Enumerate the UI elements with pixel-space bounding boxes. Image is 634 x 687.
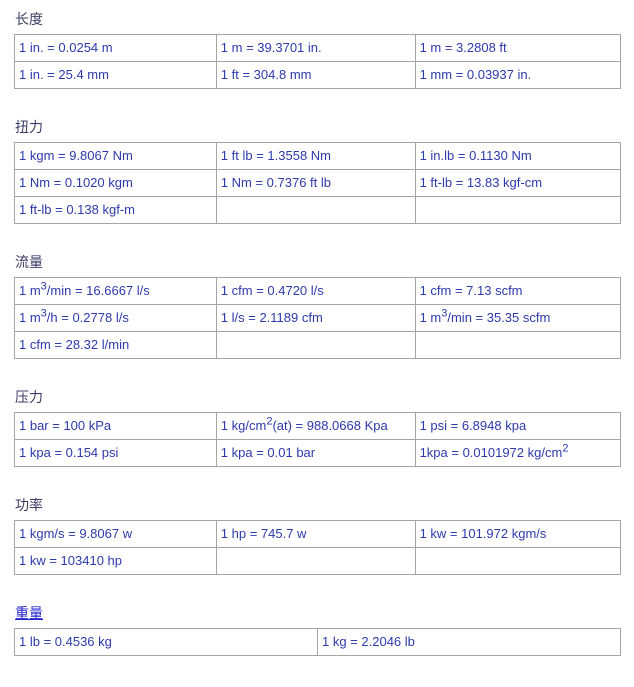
section-title-power: 功率 bbox=[15, 497, 43, 513]
conversion-cell: 1 mm = 0.03937 in. bbox=[414, 61, 622, 89]
conversion-cell: 1 cfm = 7.13 scfm bbox=[414, 277, 622, 305]
section-flow: 流量 1 m3/min = 16.6667 l/s 1 cfm = 0.4720 l… bbox=[14, 254, 622, 359]
conversion-cell: 1 ft = 304.8 mm bbox=[215, 61, 416, 89]
table-row: 1 kpa = 0.154 psi 1 kpa = 0.01 bar 1kpa = … bbox=[14, 439, 622, 467]
conversion-cell: 1 in. = 25.4 mm bbox=[14, 61, 217, 89]
conversion-cell: 1 psi = 6.8948 kpa bbox=[414, 412, 622, 440]
section-title-flow: 流量 bbox=[15, 254, 43, 270]
empty-cell bbox=[215, 196, 416, 224]
flow-table: 1 m3/min = 16.6667 l/s 1 cfm = 0.4720 l/s… bbox=[14, 277, 622, 359]
conversion-cell: 1 cfm = 28.32 l/min bbox=[14, 331, 217, 359]
table-row: 1 m3/h = 0.2778 l/s 1 l/s = 2.1189 cfm 1 m… bbox=[14, 304, 622, 332]
conversion-cell: 1 kgm/s = 9.8067 w bbox=[14, 520, 217, 548]
section-pressure: 压力 1 bar = 100 kPa 1 kg/cm2(at) = 988.0668… bbox=[14, 389, 622, 467]
conversion-cell: 1 m = 39.3701 in. bbox=[215, 34, 416, 62]
section-title-weight[interactable]: 重量 bbox=[15, 605, 43, 621]
empty-cell bbox=[414, 196, 622, 224]
conversion-cell: 1 m3/h = 0.2778 l/s bbox=[14, 304, 217, 332]
conversion-cell: 1 kw = 101.972 kgm/s bbox=[414, 520, 622, 548]
conversion-cell: 1 in.lb = 0.1130 Nm bbox=[414, 142, 622, 170]
empty-cell bbox=[215, 547, 416, 575]
conversion-cell: 1 Nm = 0.7376 ft lb bbox=[215, 169, 416, 197]
conversion-cell: 1 hp = 745.7 w bbox=[215, 520, 416, 548]
empty-cell bbox=[215, 331, 416, 359]
conversion-cell: 1 kg = 2.2046 lb bbox=[317, 628, 621, 656]
table-row: 1 in. = 25.4 mm 1 ft = 304.8 mm 1 mm = 0.0… bbox=[14, 61, 622, 89]
table-row: 1 Nm = 0.1020 kgm 1 Nm = 0.7376 ft lb 1 ft… bbox=[14, 169, 622, 197]
table-row: 1 bar = 100 kPa 1 kg/cm2(at) = 988.0668 K… bbox=[14, 412, 622, 440]
conversion-cell: 1 kpa = 0.01 bar bbox=[215, 439, 416, 467]
empty-cell bbox=[414, 331, 622, 359]
conversion-cell: 1 lb = 0.4536 kg bbox=[14, 628, 318, 656]
conversion-cell: 1 l/s = 2.1189 cfm bbox=[215, 304, 416, 332]
conversion-cell: 1 kgm = 9.8067 Nm bbox=[14, 142, 217, 170]
conversion-cell: 1 ft-lb = 0.138 kgf-m bbox=[14, 196, 217, 224]
conversion-cell: 1 m3/min = 35.35 scfm bbox=[414, 304, 622, 332]
table-row: 1 cfm = 28.32 l/min bbox=[14, 331, 622, 359]
weight-table: 1 lb = 0.4536 kg 1 kg = 2.2046 lb bbox=[14, 628, 621, 656]
conversion-cell: 1 kpa = 0.154 psi bbox=[14, 439, 217, 467]
section-title-torque: 扭力 bbox=[15, 119, 43, 135]
conversion-cell: 1 m3/min = 16.6667 l/s bbox=[14, 277, 217, 305]
conversion-cell: 1 in. = 0.0254 m bbox=[14, 34, 217, 62]
pressure-table: 1 bar = 100 kPa 1 kg/cm2(at) = 988.0668 K… bbox=[14, 412, 622, 467]
section-title-length: 长度 bbox=[15, 11, 43, 27]
conversion-cell: 1 ft-lb = 13.83 kgf-cm bbox=[414, 169, 622, 197]
conversion-cell: 1 kg/cm2(at) = 988.0668 Kpa bbox=[215, 412, 416, 440]
conversion-cell: 1kpa = 0.0101972 kg/cm2 bbox=[414, 439, 622, 467]
table-row: 1 lb = 0.4536 kg 1 kg = 2.2046 lb bbox=[14, 628, 621, 656]
conversion-cell: 1 cfm = 0.4720 l/s bbox=[215, 277, 416, 305]
empty-cell bbox=[414, 547, 622, 575]
table-row: 1 kw = 103410 hp bbox=[14, 547, 622, 575]
table-row: 1 m3/min = 16.6667 l/s 1 cfm = 0.4720 l/s… bbox=[14, 277, 622, 305]
section-torque: 扭力 1 kgm = 9.8067 Nm 1 ft lb = 1.3558 Nm 1 … bbox=[14, 119, 622, 224]
conversion-cell: 1 Nm = 0.1020 kgm bbox=[14, 169, 217, 197]
section-title-pressure: 压力 bbox=[15, 389, 43, 405]
table-row: 1 kgm = 9.8067 Nm 1 ft lb = 1.3558 Nm 1 in… bbox=[14, 142, 622, 170]
torque-table: 1 kgm = 9.8067 Nm 1 ft lb = 1.3558 Nm 1 in… bbox=[14, 142, 622, 224]
section-weight: 重量 1 lb = 0.4536 kg 1 kg = 2.2046 lb bbox=[14, 605, 621, 656]
conversion-cell: 1 m = 3.2808 ft bbox=[414, 34, 622, 62]
table-row: 1 ft-lb = 0.138 kgf-m bbox=[14, 196, 622, 224]
conversion-cell: 1 kw = 103410 hp bbox=[14, 547, 217, 575]
conversion-cell: 1 ft lb = 1.3558 Nm bbox=[215, 142, 416, 170]
conversion-cell: 1 bar = 100 kPa bbox=[14, 412, 217, 440]
